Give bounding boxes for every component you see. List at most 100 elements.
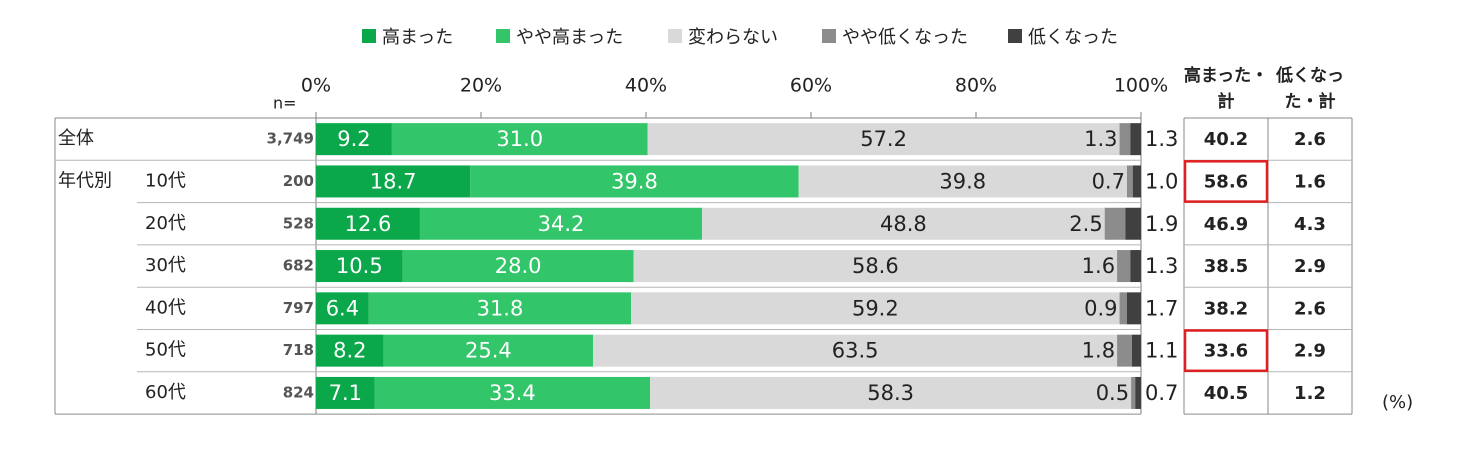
x-tick-label: 20% (460, 75, 502, 97)
bar-segment (1130, 123, 1141, 156)
summary-header: 高まった・ (1184, 65, 1268, 86)
n-value: 3,749 (267, 130, 314, 148)
row-label: 全体 (58, 128, 94, 149)
x-tick-label: 60% (790, 75, 832, 97)
summary-header: た・計 (1285, 91, 1336, 112)
bar-segment (1119, 292, 1127, 325)
bar-segment (1132, 165, 1141, 198)
bar-segment (316, 165, 471, 198)
data-label: 12.6 (345, 212, 392, 236)
data-label: 57.2 (860, 127, 907, 151)
data-label: 1.0 (1145, 169, 1178, 193)
data-label: 48.8 (880, 212, 927, 236)
bar-segment (316, 207, 420, 240)
x-tick-label: 80% (955, 75, 997, 97)
data-label: 0.9 (1084, 296, 1117, 320)
bar-segment (1130, 250, 1141, 283)
total-up-value: 33.6 (1204, 341, 1248, 362)
total-up-value: 38.5 (1204, 256, 1248, 277)
bar-segment (1131, 376, 1136, 409)
data-label: 31.8 (477, 296, 524, 320)
bar-segment (316, 250, 403, 283)
group-label: 年代別 (58, 170, 112, 191)
bar-segment (383, 334, 594, 367)
n-label: n= (273, 94, 297, 113)
total-down-value: 2.9 (1294, 341, 1326, 362)
data-label: 6.4 (326, 296, 359, 320)
bar-segment (1117, 334, 1132, 367)
bar-segment (1131, 334, 1141, 367)
bar-segment (1135, 376, 1141, 409)
n-value: 797 (283, 299, 314, 317)
legend-label: やや高まった (516, 27, 624, 48)
total-down-value: 2.9 (1294, 256, 1326, 277)
data-label: 1.3 (1145, 127, 1178, 151)
legend-swatch (362, 29, 376, 43)
data-label: 31.0 (496, 127, 543, 151)
n-value: 718 (283, 341, 314, 359)
data-label: 1.3 (1084, 127, 1117, 151)
bar-segment (1125, 207, 1141, 240)
x-tick-label: 0% (301, 75, 331, 97)
legend-item-kawaranai: 変わらない (668, 24, 778, 48)
legend-swatch (668, 29, 682, 43)
legend-label: 高まった (382, 27, 454, 48)
data-label: 33.4 (489, 381, 536, 405)
bar-segment (593, 334, 1118, 367)
data-label: 1.3 (1145, 254, 1178, 278)
total-down-value: 2.6 (1294, 298, 1326, 319)
bar-segment (374, 376, 651, 409)
legend-swatch (822, 29, 836, 43)
data-label: 39.8 (611, 169, 658, 193)
total-up-value: 40.2 (1204, 129, 1248, 150)
bar-segment (316, 376, 375, 409)
n-value: 200 (283, 172, 314, 190)
row-label: 50代 (145, 340, 186, 361)
row-label: 60代 (145, 382, 186, 403)
bar-segment (391, 123, 648, 156)
total-up-value: 58.6 (1204, 171, 1248, 192)
bar-segment (650, 376, 1132, 409)
bar-segment (1104, 207, 1126, 240)
data-label: 59.2 (852, 296, 899, 320)
data-label: 58.6 (852, 254, 899, 278)
summary-header: 低くなっ (1275, 65, 1344, 86)
data-label: 10.5 (336, 254, 383, 278)
total-down-value: 4.3 (1294, 214, 1326, 235)
data-label: 0.7 (1145, 381, 1178, 405)
bar-segment (316, 292, 369, 325)
bar-segment (1126, 292, 1141, 325)
bar-segment (702, 207, 1105, 240)
data-label: 28.0 (495, 254, 542, 278)
bar-segment (316, 334, 384, 367)
bar-segment (470, 165, 799, 198)
legend-item-yaya-hikuku: やや低くなった (822, 24, 968, 48)
bar-segment (798, 165, 1127, 198)
x-tick-label: 100% (1114, 75, 1168, 97)
bar-segment (419, 207, 703, 240)
data-label: 7.1 (329, 381, 362, 405)
bar-segment (1126, 165, 1133, 198)
bar-segment (1119, 123, 1131, 156)
data-label: 8.2 (333, 339, 366, 363)
legend-item-yaya-takamatta: やや高まった (496, 24, 623, 48)
row-label: 40代 (145, 297, 186, 318)
total-down-value: 2.6 (1294, 129, 1326, 150)
total-up-value: 40.5 (1204, 383, 1248, 404)
data-label: 34.2 (538, 212, 585, 236)
highlight-box (1183, 329, 1269, 373)
summary-header: 計 (1218, 91, 1235, 112)
data-label: 9.2 (337, 127, 370, 151)
total-up-value: 46.9 (1204, 214, 1248, 235)
n-value: 682 (283, 257, 314, 275)
bar-segment (631, 292, 1120, 325)
data-label: 2.5 (1069, 212, 1102, 236)
data-label: 1.7 (1145, 296, 1178, 320)
legend-label: 低くなった (1028, 27, 1118, 48)
bar-segment (633, 250, 1118, 283)
data-label: 58.3 (867, 381, 914, 405)
legend-item-hikuku: 低くなった (1008, 24, 1118, 48)
row-label: 20代 (145, 213, 186, 234)
n-value: 824 (283, 383, 314, 401)
legend-label: 変わらない (688, 27, 778, 48)
